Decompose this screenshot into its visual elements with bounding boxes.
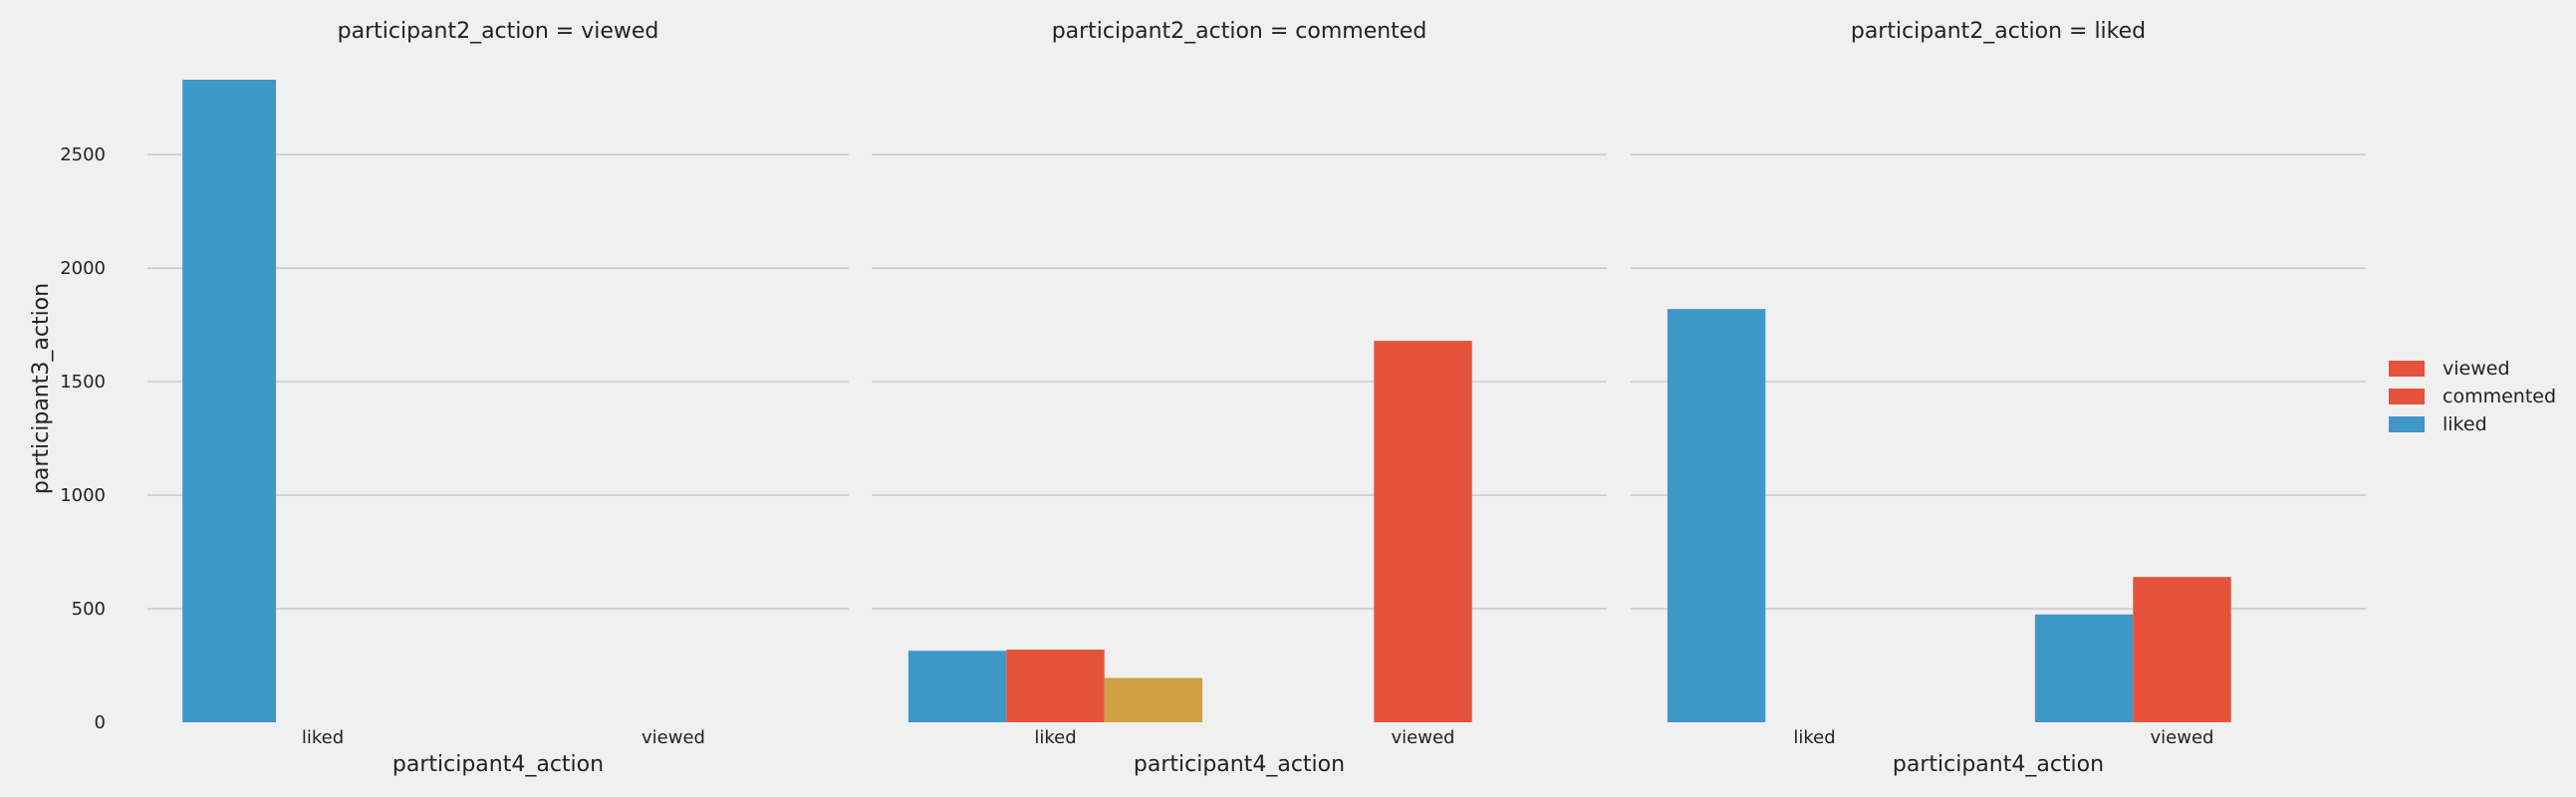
x-axis-label: participant4_action [1893, 752, 2104, 777]
y-tick-label: 2000 [60, 258, 106, 279]
bar-liked-liked [182, 80, 277, 722]
legend-swatch-viewed [2389, 361, 2425, 377]
facet-1: participant2_action = commented liked view… [872, 19, 1607, 777]
facet-title: participant2_action = liked [1851, 19, 2146, 44]
y-tick-label: 1500 [60, 372, 106, 393]
bar-viewed-liked [1104, 677, 1203, 722]
x-tick-label: liked [1793, 727, 1835, 748]
legend-swatch-liked [2389, 416, 2425, 432]
legend-label-liked: liked [2443, 413, 2487, 435]
bar-liked-liked [907, 651, 1007, 722]
legend-label-commented: commented [2443, 386, 2556, 407]
facet-0: participant2_action = viewed 0 500 1000 1500… [60, 19, 849, 777]
x-tick-label: liked [1034, 727, 1076, 748]
y-tick-label: 0 [95, 712, 106, 733]
y-tick-label: 500 [72, 599, 106, 620]
bar-commented-viewed [1374, 341, 1472, 722]
legend: viewed commented liked [2389, 358, 2556, 435]
x-axis-label: participant4_action [1134, 752, 1345, 777]
x-tick-label: viewed [1392, 727, 1455, 748]
x-tick-label: liked [302, 727, 344, 748]
legend-label-viewed: viewed [2443, 358, 2510, 380]
facet-title: participant2_action = commented [1052, 19, 1427, 44]
y-tick-label: 2500 [60, 144, 106, 165]
x-tick-label: viewed [642, 727, 705, 748]
legend-swatch-commented [2389, 389, 2425, 404]
bar-commented-liked [1006, 650, 1105, 722]
bar-liked-liked [1667, 309, 1766, 722]
x-tick-label: viewed [2151, 727, 2214, 748]
x-axis-label: participant4_action [392, 752, 604, 777]
facets: participant2_action = viewed 0 500 1000 1500… [60, 19, 2366, 777]
bar-liked-viewed [2034, 614, 2134, 722]
bar-commented-viewed [2133, 577, 2231, 722]
y-tick-label: 1000 [60, 485, 106, 506]
facet-2: participant2_action = liked liked viewed pa… [1631, 19, 2366, 777]
y-axis-label: participant3_action [29, 283, 54, 494]
facet-title: participant2_action = viewed [338, 19, 659, 44]
